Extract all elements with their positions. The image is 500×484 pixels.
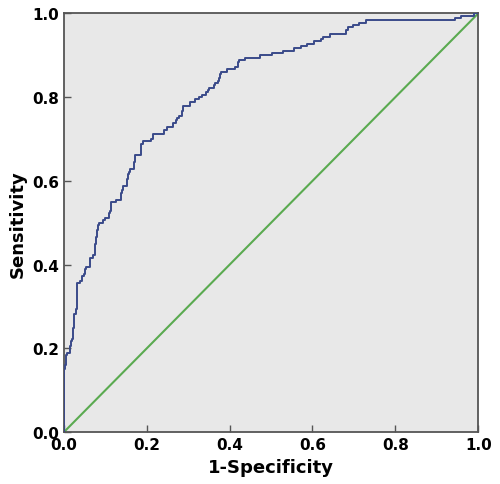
Y-axis label: Sensitivity: Sensitivity — [8, 169, 26, 277]
X-axis label: 1-Specificity: 1-Specificity — [208, 458, 334, 476]
